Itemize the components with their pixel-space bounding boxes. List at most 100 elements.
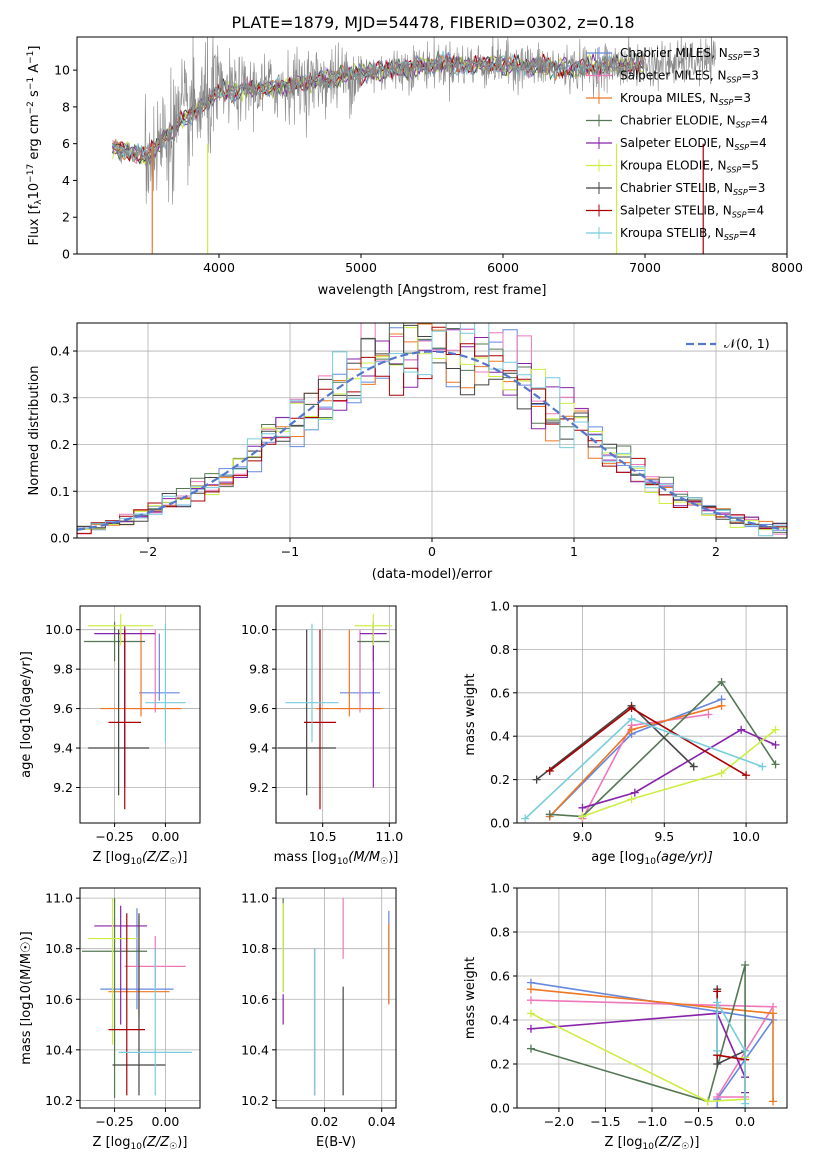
age-weight-marker [771, 740, 780, 749]
z-weight-marker [713, 987, 722, 996]
z-weight-ticklabel-y: 1.0 [490, 881, 510, 896]
age-weight-marker [627, 725, 636, 734]
z-age-frame [79, 605, 201, 824]
z-weight-marker [526, 1009, 535, 1018]
legend-label: Salpeter STELIB, NSSP=4 [620, 204, 764, 220]
z-age-ylabel: age [log10(age/yr)] [19, 651, 34, 778]
age-weight-marker [545, 810, 554, 819]
residuals-ticklabel-x: 0 [428, 544, 436, 559]
mass-age-ticklabel-y: 9.4 [249, 741, 269, 756]
age-weight-marker [532, 775, 541, 784]
z-weight-marker [769, 1097, 778, 1106]
age-weight-ticklabel-x: 9.5 [654, 829, 674, 844]
z-mass-ticklabel-y: 10.4 [45, 1042, 73, 1057]
spectrum-ticklabel-y: 4 [62, 173, 70, 188]
z-mass-ylabel: mass [log10(M/M☉)] [19, 931, 34, 1064]
age-weight-xlabel: age [log10(age/yr)] [591, 850, 713, 867]
residuals-frame [76, 322, 788, 539]
residuals-ticklabel-y: 0.2 [50, 437, 70, 452]
z-weight-ticklabel-x: −1.5 [590, 1114, 620, 1129]
z-weight-marker [703, 1097, 712, 1106]
age-weight-ticklabel-y: 0.4 [490, 729, 510, 744]
legend-label: Chabrier ELODIE, NSSP=4 [620, 114, 768, 130]
age-weight-marker [578, 812, 587, 821]
age-weight-series [549, 680, 777, 818]
spectrum-ticklabel-y: 0 [62, 247, 70, 262]
z-age-ticklabel-y: 9.8 [53, 662, 73, 677]
age-weight-lines [521, 677, 780, 823]
age-weight-marker [545, 766, 554, 775]
age-weight-series [536, 704, 695, 781]
age-weight-ticklabel-y: 1.0 [490, 599, 510, 614]
age-weight-series [582, 728, 776, 809]
z-weight-ticklabel-x: −2.0 [544, 1114, 574, 1129]
z-age-ticklabel-y: 9.6 [53, 701, 73, 716]
z-weight-ylabel: mass weight [463, 957, 478, 1039]
age-weight-frame [516, 605, 788, 824]
z-weight-marker [526, 996, 535, 1005]
z-age-ticklabel-y: 9.4 [53, 741, 73, 756]
z-age-ticklabel-y: 10.0 [45, 622, 73, 637]
age-weight-marker [737, 725, 746, 734]
ebv-mass-ticklabel-y: 10.8 [241, 941, 269, 956]
spectrum-ticklabel-x: 5000 [345, 260, 377, 275]
residuals-ticklabel-y: 0.0 [50, 531, 70, 546]
z-weight-marker [713, 998, 722, 1007]
ebv-mass-ticklabel-x: 0.02 [311, 1114, 339, 1129]
age-weight-marker [758, 762, 767, 771]
z-mass-xlabel: Z [log10(Z/Z☉)] [93, 1135, 188, 1152]
z-age-errorbars [84, 613, 186, 810]
z-age-xlabel: Z [log10(Z/Z☉)] [93, 850, 188, 867]
residuals-ticklabel-x: −2 [139, 544, 157, 559]
age-weight-marker [627, 714, 636, 723]
age-weight-marker [627, 703, 636, 712]
age-weight-axes: 9.0 9.5 10.0 0.0 0.2 0.4 0.6 0.8 1.0 [490, 599, 787, 844]
z-weight-marker [713, 1046, 722, 1055]
z-weight-ticklabel-y: 0.2 [490, 1057, 510, 1072]
z-mass-ticklabel-y: 10.2 [45, 1093, 73, 1108]
spectrum-legend: Chabrier MILES, NSSP=3 Salpeter MILES, NS… [586, 46, 768, 242]
z-weight-ticklabel-y: 0.6 [490, 969, 510, 984]
spectrum-ticklabel-x: 7000 [629, 260, 661, 275]
spectrum-axes: 4000 5000 6000 7000 8000 0 2 4 6 8 10 [54, 63, 803, 275]
z-weight-ticklabel-x: 0.0 [735, 1114, 755, 1129]
age-weight-ticklabel-y: 0.8 [490, 642, 510, 657]
ebv-mass-ticklabel-y: 11.0 [241, 891, 269, 906]
z-weight-xlabel: Z [log10(Z/Z☉)] [605, 1135, 700, 1152]
z-weight-ticklabel-y: 0.4 [490, 1013, 510, 1028]
age-weight-marker [704, 710, 713, 719]
residuals-axes: −2 −1 0 1 2 0.0 0.1 0.2 0.3 0.4 [50, 323, 787, 559]
z-weight-marker [526, 985, 535, 994]
mass-age-errorbars [277, 613, 392, 810]
age-weight-marker [521, 814, 530, 823]
ebv-mass-errorbars [282, 898, 390, 1096]
z-age-ticklabel-y: 9.2 [53, 780, 73, 795]
residuals-ticklabel-x: 2 [712, 544, 720, 559]
age-weight-ticklabel-y: 0.0 [490, 816, 510, 831]
spectrum-ticklabel-y: 2 [62, 210, 70, 225]
age-weight-series [549, 707, 747, 776]
z-weight-marker [741, 1099, 750, 1108]
spectrum-ticklabel-x: 8000 [771, 260, 803, 275]
residuals-ticklabel-y: 0.3 [50, 390, 70, 405]
age-weight-ticklabel-y: 0.6 [490, 685, 510, 700]
ebv-mass-ticklabel-y: 10.6 [241, 992, 269, 1007]
legend-label: Kroupa ELODIE, NSSP=5 [620, 159, 759, 175]
z-weight-frame [516, 887, 788, 1109]
residual-hists [77, 323, 787, 538]
mass-age-xlabel: mass [log10(M/M☉)] [274, 850, 399, 867]
age-weight-marker [717, 701, 726, 710]
z-mass-axes: −0.25 0.00 10.2 10.4 10.6 10.8 11.0 [45, 888, 200, 1129]
age-weight-marker [689, 762, 698, 771]
age-weight-marker [630, 788, 639, 797]
residuals-xlabel: (data-model)/error [372, 567, 493, 582]
z-mass-frame [79, 887, 201, 1109]
spectrum-observed [112, 37, 716, 205]
spectrum-ticklabel-y: 8 [62, 99, 70, 114]
age-weight-marker [578, 803, 587, 812]
z-weight-ticklabel-y: 0.8 [490, 925, 510, 940]
legend-label: Chabrier MILES, NSSP=3 [620, 46, 760, 62]
residuals-ticklabel-x: 1 [570, 544, 578, 559]
residual-legend-label: 𝒩(0, 1) [724, 336, 770, 351]
